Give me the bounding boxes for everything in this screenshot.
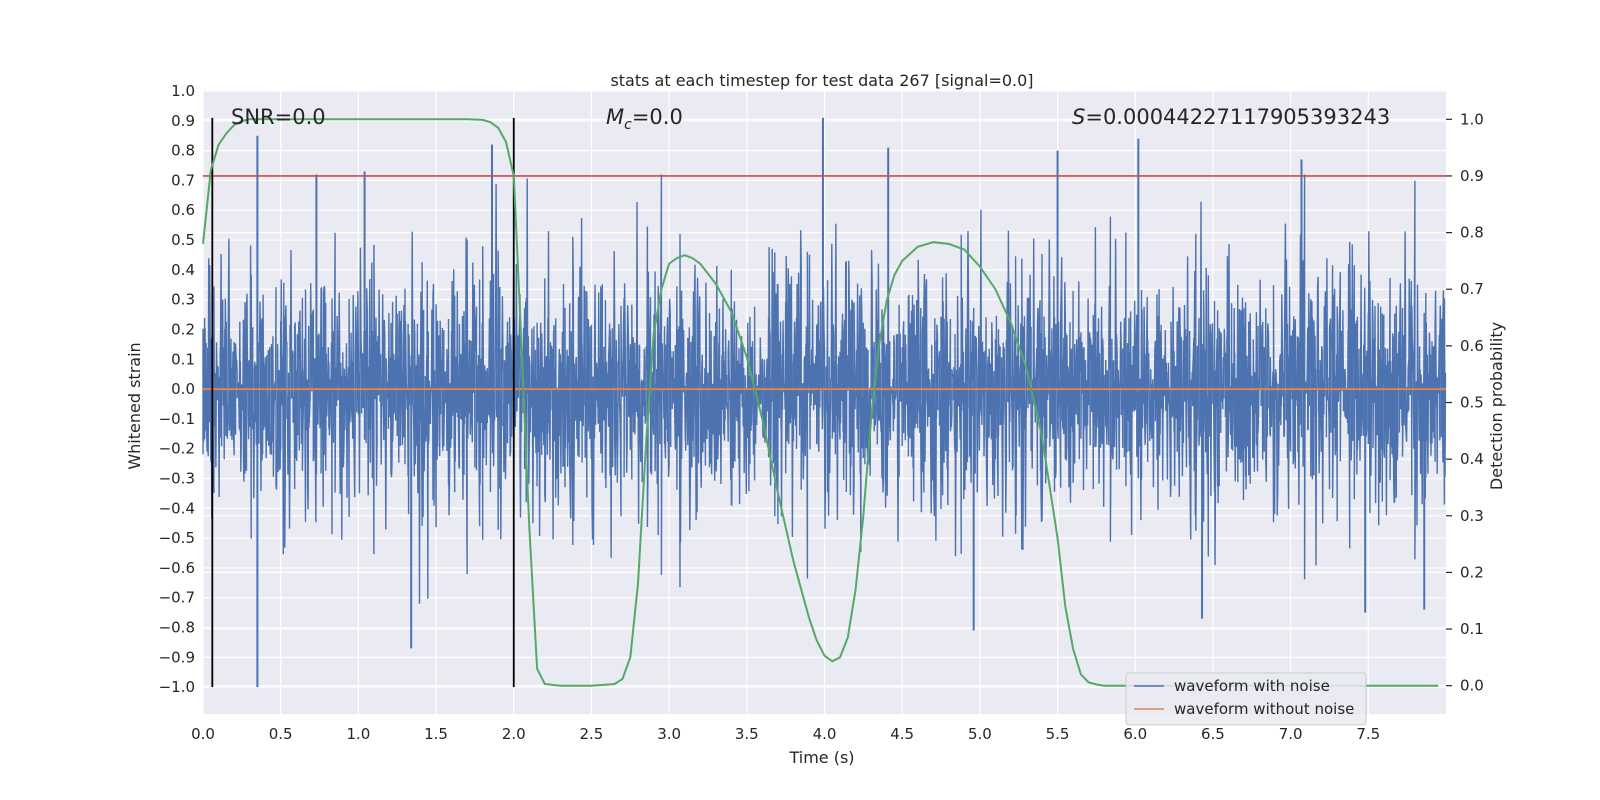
y-right-tick-label: 0.4 [1460, 450, 1484, 468]
s-value: =0.00044227117905393243 [1085, 105, 1390, 129]
s-symbol: S [1072, 105, 1085, 129]
series-detection-probability [202, 118, 1439, 687]
chart-title: stats at each timestep for test data 267… [610, 71, 1033, 90]
snr-annotation: SNR=0.0 [231, 105, 326, 129]
x-tick-label: 4.5 [890, 725, 914, 743]
x-tick-label: 4.0 [813, 725, 837, 743]
y-tick-label: −0.8 [159, 619, 195, 637]
mc-value: =0.0 [632, 105, 683, 129]
y-tick-label: 0.1 [171, 350, 195, 368]
noise-trace [202, 174, 1447, 604]
y-tick-label: 0.7 [171, 171, 195, 189]
y-right-tick-label: 0.2 [1460, 563, 1484, 581]
y-right-tick-label: 0.8 [1460, 224, 1484, 242]
x-tick-label: 2.5 [580, 725, 604, 743]
y-tick-label: 0.4 [171, 261, 195, 279]
y-tick-label: −0.5 [159, 529, 195, 547]
y-right-tick-label: 0.3 [1460, 507, 1484, 525]
x-tick-label: 0.5 [269, 725, 293, 743]
y-tick-label: 0.5 [171, 231, 195, 249]
x-tick-label: 3.0 [657, 725, 681, 743]
y-tick-label: 0.2 [171, 320, 195, 338]
y-tick-label: −0.7 [159, 589, 195, 607]
y-right-tick-label: 0.1 [1460, 620, 1484, 638]
y-right-tick-label: 0.5 [1460, 394, 1484, 412]
mc-annotation: Mc=0.0 [606, 105, 683, 133]
y-tick-label: 1.0 [171, 82, 195, 100]
y-right-tick-label: 0.7 [1460, 280, 1484, 298]
x-tick-label: 0.0 [191, 725, 215, 743]
x-tick-label: 2.0 [502, 725, 526, 743]
s-annotation: S=0.00044227117905393243 [1072, 105, 1390, 129]
x-tick-label: 6.5 [1201, 725, 1225, 743]
x-tick-label: 7.0 [1279, 725, 1303, 743]
x-tick-label: 5.0 [968, 725, 992, 743]
y-tick-label: 0.3 [171, 291, 195, 309]
legend-box [1125, 672, 1367, 726]
y-tick-label: 0.6 [171, 201, 195, 219]
y-tick-label: −0.6 [159, 559, 195, 577]
y-tick-label: −0.4 [159, 499, 195, 517]
y-tick-label: −0.2 [159, 440, 195, 458]
x-axis-ticks: 0.0 0.5 1.0 1.5 2.0 2.5 3.0 3.5 4.0 4.5 5.0 5.5 6.0 6… [191, 725, 1380, 743]
x-axis-label: Time (s) [788, 748, 854, 767]
y-tick-label: −1.0 [159, 678, 195, 696]
x-tick-label: 1.0 [346, 725, 370, 743]
y-tick-label: −0.3 [159, 470, 195, 488]
y-axis-right-ticks: 1.0 0.9 0.8 0.7 0.6 0.5 0.4 0.3 0.2 0.1 0.0 [1446, 110, 1484, 695]
y-axis-ticks: 1.0 0.9 0.8 0.7 0.6 0.5 0.4 0.3 0.2 0.1 0.0 −0.1 −0.… [159, 82, 195, 696]
x-tick-label: 7.5 [1356, 725, 1380, 743]
x-tick-label: 3.5 [735, 725, 759, 743]
y-tick-label: −0.1 [159, 410, 195, 428]
y-right-tick-label: 0.6 [1460, 337, 1484, 355]
x-tick-label: 5.5 [1046, 725, 1070, 743]
y-axis-right-label: Detection probability [1487, 322, 1506, 490]
y-right-tick-label: 0.9 [1460, 167, 1484, 185]
y-tick-label: 0.9 [171, 112, 195, 130]
y-right-tick-label: 1.0 [1460, 110, 1484, 128]
y-tick-label: 0.8 [171, 142, 195, 160]
y-tick-label: 0.0 [171, 380, 195, 398]
series-waveform-with-noise [202, 117, 1447, 688]
y-axis-label: Whitened strain [125, 342, 144, 469]
legend-label-noise: waveform with noise [1174, 677, 1330, 695]
y-tick-label: −0.9 [159, 648, 195, 666]
y-right-tick-label: 0.0 [1460, 677, 1484, 695]
legend-label-clean: waveform without noise [1174, 700, 1354, 718]
vertical-markers [211, 117, 515, 688]
legend: waveform with noise waveform without noi… [1125, 672, 1367, 726]
x-tick-label: 1.5 [424, 725, 448, 743]
mc-subscript: c [624, 117, 632, 133]
mc-symbol: M [606, 105, 624, 129]
x-tick-label: 6.0 [1123, 725, 1147, 743]
